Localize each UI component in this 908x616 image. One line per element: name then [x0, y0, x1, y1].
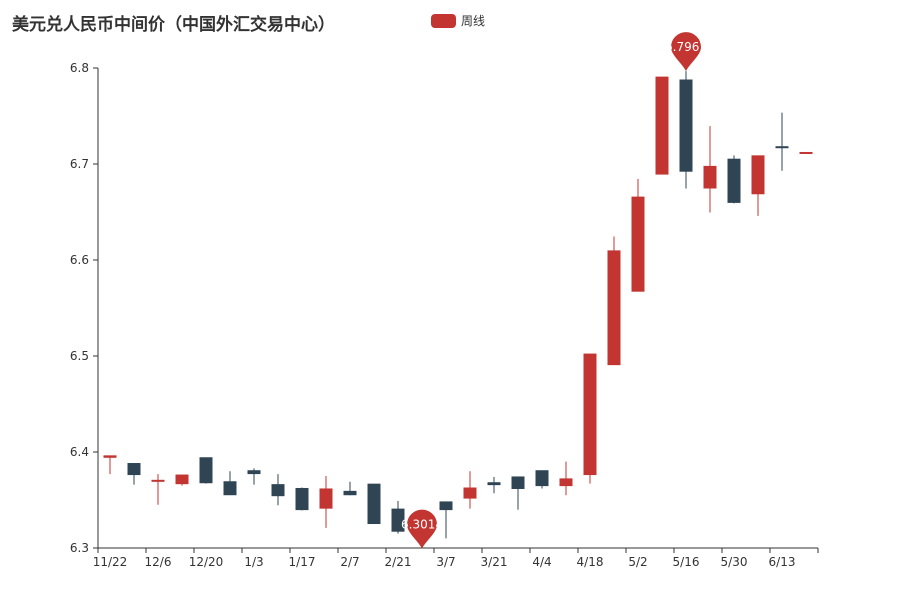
x-tick-label: 6/13	[769, 555, 796, 569]
marker-pin	[407, 509, 437, 549]
x-tick-label: 11/22	[93, 555, 128, 569]
x-tick-label: 5/30	[721, 555, 748, 569]
candle-body	[631, 196, 645, 292]
y-tick-label: 6.6	[70, 253, 89, 267]
candle-body	[391, 508, 405, 532]
legend-swatch	[431, 13, 456, 28]
x-tick-label: 12/20	[189, 555, 224, 569]
candle-body	[703, 165, 717, 189]
candle-body	[511, 476, 525, 489]
marker-label: 6.3014	[401, 518, 443, 532]
candle-body	[463, 487, 477, 499]
x-tick-label: 4/18	[577, 555, 604, 569]
candle-body	[175, 474, 189, 485]
x-tick-label: 5/2	[628, 555, 647, 569]
legend[interactable]: 周线	[431, 12, 485, 29]
x-tick-label: 2/21	[385, 555, 412, 569]
candle-body	[343, 490, 357, 496]
candle-body	[487, 482, 501, 486]
y-tick-label: 6.4	[70, 445, 89, 459]
candle-body	[271, 484, 285, 497]
candle-body	[799, 151, 813, 154]
candle-body	[103, 455, 117, 458]
candle-body	[247, 470, 261, 475]
candle-body	[367, 483, 381, 525]
candle-body	[751, 155, 765, 195]
x-tick-label: 5/16	[673, 555, 700, 569]
candle-body	[223, 481, 237, 496]
x-tick-label: 4/4	[532, 555, 551, 569]
y-tick-label: 6.8	[70, 61, 89, 75]
chart-title: 美元兑人民币中间价（中国外汇交易中心）	[12, 15, 335, 35]
x-tick-label: 2/7	[340, 555, 359, 569]
x-tick-label: 3/7	[436, 555, 455, 569]
candle-body	[559, 478, 573, 487]
candle-body	[127, 463, 141, 476]
candle-body	[199, 457, 213, 484]
candle-body	[295, 487, 309, 511]
candle-body	[655, 76, 669, 175]
y-tick-label: 6.7	[70, 157, 89, 171]
y-tick-label: 6.3	[70, 541, 89, 555]
candle-body	[775, 146, 789, 149]
y-tick-label: 6.5	[70, 349, 89, 363]
marker-label: 6.7967	[665, 40, 707, 54]
marker-pin	[671, 32, 701, 72]
x-tick-label: 12/6	[145, 555, 172, 569]
legend-label: 周线	[461, 14, 486, 28]
x-tick-label: 3/21	[481, 555, 508, 569]
candle-body	[535, 470, 549, 487]
candle-body	[319, 488, 333, 509]
x-tick-label: 1/3	[244, 555, 263, 569]
candle-body	[679, 79, 693, 172]
candle-body	[727, 158, 741, 203]
candle-body	[583, 353, 597, 476]
candle-body	[151, 479, 165, 482]
candle-body	[439, 501, 453, 511]
x-tick-label: 1/17	[289, 555, 316, 569]
candle-body	[607, 250, 621, 366]
